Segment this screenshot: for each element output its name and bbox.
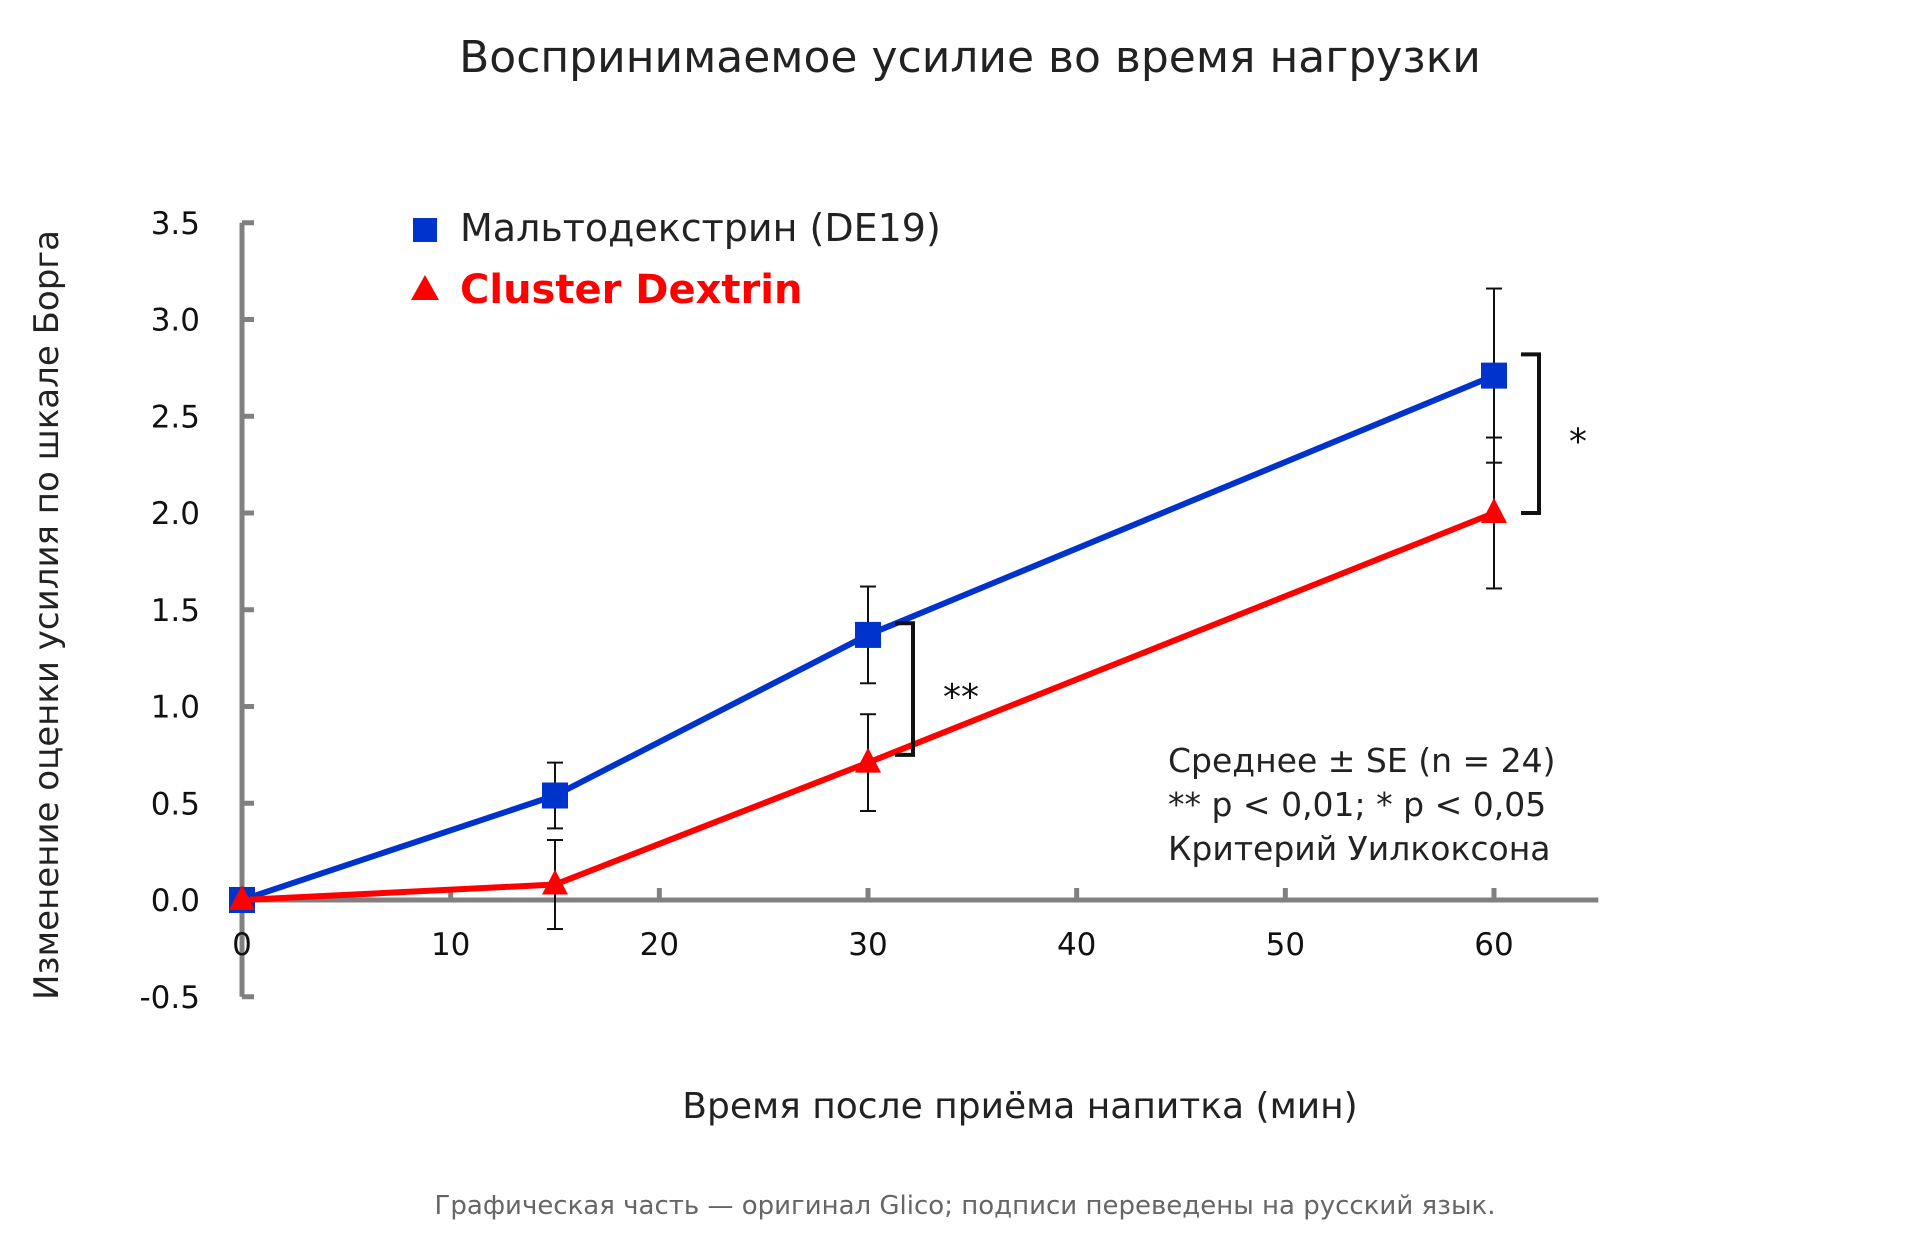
annotation-test-name: Критерий Уилкоксона (1168, 829, 1551, 868)
significance-bracket (895, 621, 915, 757)
x-tick-label: 40 (1057, 927, 1096, 963)
y-tick-label: -0.5 (140, 980, 201, 1016)
stats-annotation: Среднее ± SE (n = 24) ** p < 0,01; * p <… (1168, 741, 1556, 868)
chart-title: Воспринимаемое усилие во время нагрузки (459, 32, 1481, 83)
y-tick-label: 2.0 (151, 496, 200, 532)
significance-label: ** (943, 677, 979, 718)
x-axis-label: Время после приёма напитка (мин) (682, 1086, 1357, 1127)
x-tick-label: 20 (640, 927, 679, 963)
x-tick-label: 60 (1474, 927, 1513, 963)
y-tick-label: 3.0 (151, 303, 200, 339)
data-point-triangle (855, 747, 881, 773)
y-ticks: -0.5 0.0 0.5 1.0 1.5 2.0 2.5 3.0 3.5 (140, 206, 254, 1016)
x-tick-label: 50 (1266, 927, 1305, 963)
legend-marker-square (413, 218, 437, 242)
y-tick-label: 0.0 (151, 883, 200, 919)
legend-label-cluster-dextrin: Cluster Dextrin (460, 267, 802, 313)
axes (239, 222, 1599, 997)
y-tick-label: 1.5 (151, 593, 200, 629)
data-point-square (1481, 362, 1507, 389)
data-point-square (542, 782, 568, 809)
data-point-triangle (1481, 498, 1507, 523)
significance-layer: *** (895, 352, 1587, 757)
series-cluster-dextrin (229, 436, 1507, 931)
significance-label: * (1569, 422, 1587, 463)
data-point-square (855, 621, 881, 648)
annotation-p-values: ** p < 0,01; * p < 0,05 (1168, 785, 1546, 824)
x-tick-label: 0 (232, 927, 252, 963)
series-line (241, 510, 1496, 903)
y-tick-label: 2.5 (151, 399, 200, 435)
data-point-triangle (229, 885, 255, 910)
y-tick-label: 1.0 (151, 690, 200, 726)
legend-marker-triangle (411, 275, 439, 300)
x-tick-label: 30 (848, 927, 887, 963)
series-line (241, 372, 1496, 903)
x-ticks: 0 10 20 30 40 50 60 (232, 888, 1514, 963)
x-tick-label: 10 (431, 927, 470, 963)
legend-label-maltodextrin: Мальтодекстрин (DE19) (460, 206, 941, 250)
footnote: Графическая часть — оригинал Glico; подп… (435, 1191, 1496, 1221)
y-tick-label: 0.5 (151, 786, 200, 822)
significance-bracket (1521, 352, 1541, 515)
data-point-triangle (542, 869, 568, 895)
annotation-mean-se: Среднее ± SE (n = 24) (1168, 741, 1556, 780)
series-layer (229, 287, 1507, 931)
y-axis-label: Изменение оценки усилия по шкале Борга (27, 230, 67, 1000)
legend: Мальтодекстрин (DE19) Cluster Dextrin (411, 206, 941, 313)
y-tick-label: 3.5 (151, 206, 200, 242)
